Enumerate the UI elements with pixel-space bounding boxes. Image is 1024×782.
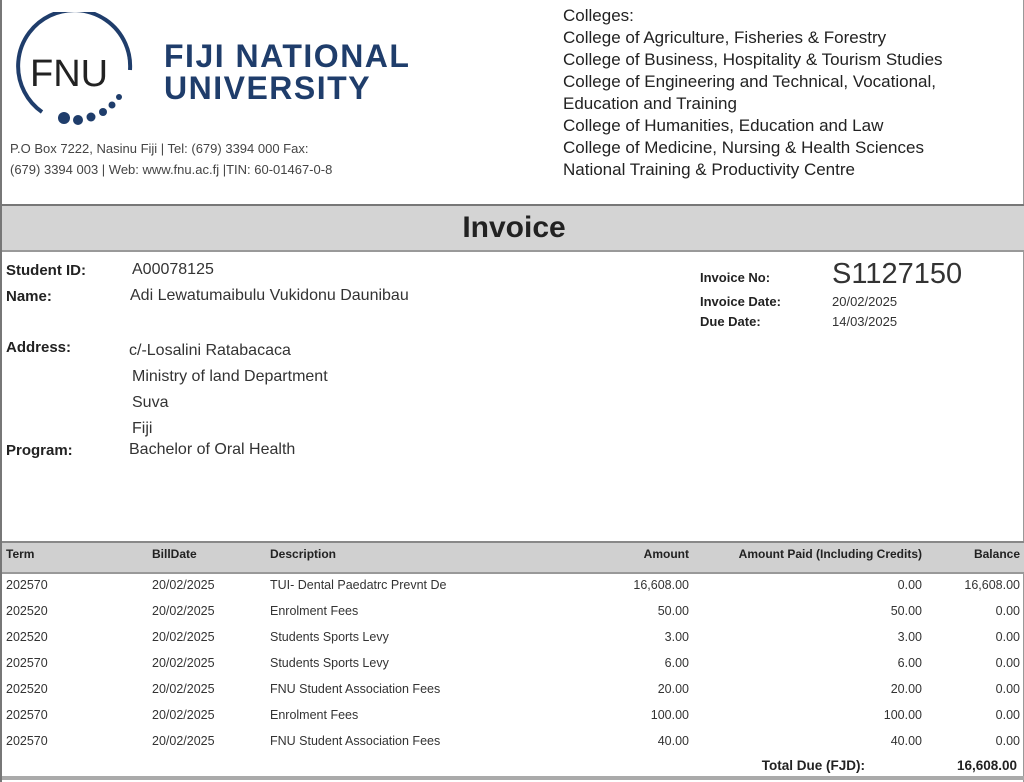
student-name: Adi Lewatumaibulu Vukidonu Daunibau [130, 287, 409, 304]
cell-amount: 16,608.00 [633, 578, 689, 592]
cell-amount: 100.00 [650, 708, 689, 722]
cell-term: 202520 [6, 682, 48, 696]
cell-balance: 0.00 [995, 656, 1020, 670]
cell-term: 202570 [6, 708, 48, 722]
invoice-no: S1127150 [832, 258, 963, 290]
cell-balance: 16,608.00 [964, 578, 1020, 592]
invoice-date: 20/02/2025 [832, 294, 898, 309]
cell-amount-paid: 20.00 [890, 682, 922, 696]
cell-amount: 50.00 [657, 604, 689, 618]
table-row: 202520 20/02/2025 Students Sports Levy 3.00… [2, 630, 1024, 656]
cell-term: 202570 [6, 578, 48, 592]
cell-billdate: 20/02/2025 [152, 604, 215, 618]
table-row: 202520 20/02/2025 Enrolment Fees 50.00 50.00… [2, 604, 1024, 630]
cell-amount: 40.00 [657, 734, 689, 748]
svg-text:FNU: FNU [30, 53, 108, 95]
cell-amount: 3.00 [664, 630, 689, 644]
col-amount: Amount [643, 547, 689, 561]
name-label: Name: [6, 288, 52, 305]
cell-billdate: 20/02/2025 [152, 734, 215, 748]
col-description: Description [270, 547, 337, 561]
invoice-date-label: Invoice Date: [700, 294, 781, 309]
cell-amount: 6.00 [664, 656, 689, 670]
cell-balance: 0.00 [995, 630, 1020, 644]
student-id: A00078125 [132, 261, 214, 278]
table-header: Term BillDate Description Amount Amount … [2, 541, 1024, 574]
student-id-label: Student ID: [6, 262, 86, 279]
col-billdate: BillDate [152, 547, 197, 561]
table-row: 202520 20/02/2025 FNU Student Association … [2, 682, 1024, 708]
cell-billdate: 20/02/2025 [152, 708, 215, 722]
program: Bachelor of Oral Health [129, 441, 296, 458]
fnu-logo: FNU [16, 12, 133, 125]
cell-amount-paid: 40.00 [890, 734, 922, 748]
col-balance: Balance [973, 547, 1020, 561]
student-address: c/-Losalini Ratabacaca Ministry of land D… [129, 342, 328, 437]
cell-description: TUI- Dental Paedatrc Prevnt De [270, 578, 447, 592]
address-label: Address: [6, 339, 72, 356]
cell-balance: 0.00 [995, 682, 1020, 696]
cell-balance: 0.00 [995, 604, 1020, 618]
due-date: 14/03/2025 [832, 314, 898, 329]
table-row: 202570 20/02/2025 TUI- Dental Paedatrc Pre… [2, 578, 1024, 604]
cell-billdate: 20/02/2025 [152, 682, 215, 696]
cell-term: 202570 [6, 656, 48, 670]
contact-info: P.O Box 7222, Nasinu Fiji | Tel: (679) 3… [10, 141, 333, 177]
cell-amount: 20.00 [657, 682, 689, 696]
program-label: Program: [6, 442, 73, 459]
cell-description: Students Sports Levy [270, 656, 389, 670]
colleges-list: Colleges: College of Agriculture, Fisher… [563, 6, 943, 179]
table-row: 202570 20/02/2025 Enrolment Fees 100.00 100.… [2, 708, 1024, 734]
table-row: 202570 20/02/2025 FNU Student Association … [2, 734, 1024, 760]
cell-description: Enrolment Fees [270, 604, 359, 618]
cell-amount-paid: 3.00 [897, 630, 922, 644]
cell-balance: 0.00 [995, 734, 1020, 748]
cell-amount-paid: 6.00 [897, 656, 922, 670]
cell-amount-paid: 50.00 [890, 604, 922, 618]
cell-billdate: 20/02/2025 [152, 656, 215, 670]
cell-term: 202570 [6, 734, 48, 748]
university-name: FIJI NATIONAL UNIVERSITY [164, 38, 411, 106]
cell-term: 202520 [6, 630, 48, 644]
col-amount-paid: Amount Paid (Including Credits) [738, 547, 922, 561]
cell-amount-paid: 100.00 [883, 708, 922, 722]
cell-amount-paid: 0.00 [897, 578, 922, 592]
cell-description: FNU Student Association Fees [270, 682, 441, 696]
cell-billdate: 20/02/2025 [152, 630, 215, 644]
cell-description: Students Sports Levy [270, 630, 389, 644]
table-row: 202570 20/02/2025 Students Sports Levy 6.00… [2, 656, 1024, 682]
cell-billdate: 20/02/2025 [152, 578, 215, 592]
cell-term: 202520 [6, 604, 48, 618]
bottom-rule [2, 776, 1024, 780]
due-date-label: Due Date: [700, 314, 761, 329]
invoice-no-label: Invoice No: [700, 270, 771, 285]
total-label: Total Due (FJD): [761, 758, 865, 773]
cell-balance: 0.00 [995, 708, 1020, 722]
cell-description: FNU Student Association Fees [270, 734, 441, 748]
total-due: 16,608.00 [956, 758, 1017, 773]
cell-description: Enrolment Fees [270, 708, 359, 722]
col-term: Term [6, 547, 35, 561]
page-title: Invoice [2, 204, 1024, 252]
